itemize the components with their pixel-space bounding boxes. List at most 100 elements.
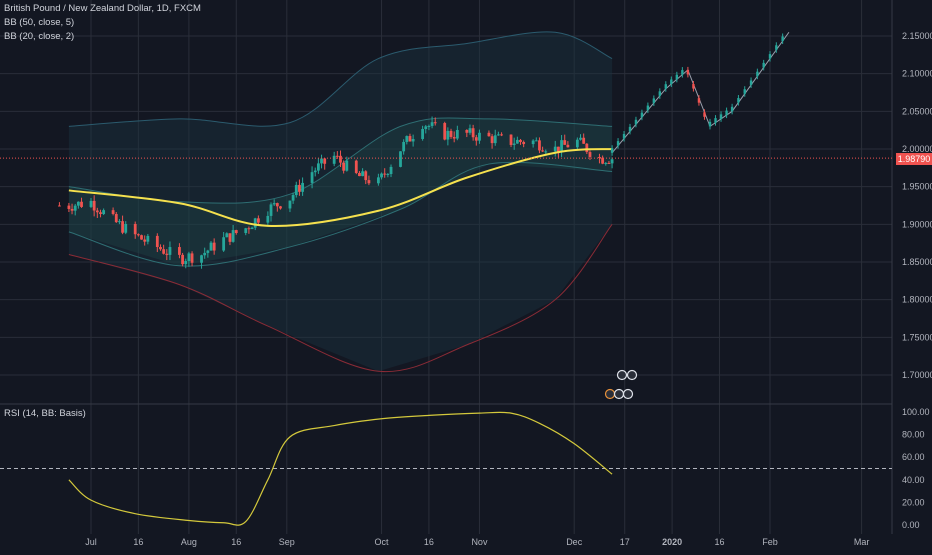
projected-candle-body [756,71,759,77]
candle-body [234,230,238,234]
x-axis-tick-label: Dec [566,537,583,547]
candle-body [405,136,409,142]
x-axis-tick-label: 16 [133,537,143,547]
y-axis-tick-label: 2.05000 [902,106,932,116]
bollinger-bands [68,31,613,373]
candle-body [487,132,491,137]
candlesticks [58,116,614,269]
event-marker-icon [604,388,616,400]
candle-body [541,150,545,152]
candle-body [389,166,393,174]
candle-body [588,152,592,157]
candle-body [133,223,137,235]
projected-candle-body [697,98,701,103]
projected-candle-body [616,141,620,146]
candle-body [538,140,541,151]
x-axis-tick-label: Oct [375,537,390,547]
candle-body [560,140,563,153]
candle-body [200,255,203,263]
candle-body [301,182,304,192]
candle-body [244,228,248,234]
event-marker-icon [616,369,628,381]
projected-candle-body [664,84,667,89]
candle-body [364,171,368,181]
projected-candle-body [762,62,765,68]
candle-body [557,146,560,153]
candle-body [165,253,169,255]
candle-body [531,140,535,145]
candle-body [474,137,478,141]
candle-body [465,129,469,133]
candle-body [222,237,226,251]
candle-body [279,206,282,209]
candle-body [478,132,481,141]
candle-body [604,162,608,164]
candle-body [316,163,320,171]
candle-body [118,221,121,223]
candle-body [332,155,336,164]
bb20-fill [68,117,613,266]
y-axis-tick-label: 1.75000 [902,332,932,342]
candle-body [114,213,118,223]
candle-body [399,151,402,167]
candle-body [455,129,459,139]
indicator-rsi-label[interactable]: RSI (14, BB: Basis) [4,408,86,419]
indicator-bb50-label[interactable]: BB (50, close, 5) [4,17,75,28]
candle-body [345,160,349,171]
projected-candle-body [749,80,753,85]
candle-body [430,122,434,126]
rsi-tick-label: 0.00 [902,520,920,530]
candle-body [313,170,317,173]
projected-candle-body [646,105,650,111]
event-marker-icon [613,388,625,400]
candle-body [585,143,589,153]
candle-body [162,249,166,254]
candle-body [155,235,159,247]
projected-candle-body [737,98,740,103]
projected-candle-body [610,148,614,153]
projected-candle-body [628,126,632,132]
projected-candle-body [640,112,644,118]
candle-body [298,184,301,192]
projected-candle-body [725,110,728,116]
candle-body [136,234,140,236]
candle-body [522,141,526,145]
candle-body [601,157,605,164]
candle-body [610,159,614,164]
candle-body [140,235,143,240]
rsi-tick-label: 40.00 [902,475,925,485]
symbol-title[interactable]: British Pound / New Zealand Dollar, 1D, … [4,3,201,14]
rsi-tick-label: 60.00 [902,452,925,462]
candle-body [468,128,472,133]
candle-body [383,173,387,175]
candle-body [515,139,519,144]
candle-body [102,210,106,215]
y-axis-tick-label: 1.80000 [902,295,932,305]
x-axis-tick-label: 17 [620,537,630,547]
rsi-tick-label: 20.00 [902,497,925,507]
candle-body [231,230,235,242]
candle-body [89,200,93,207]
candle-body [446,130,450,140]
candle-body [354,160,358,173]
candle-body [212,242,216,251]
projected-candle-body [781,36,784,42]
event-marker-icon [622,388,634,400]
candle-body [124,223,128,233]
candle-body [146,235,150,242]
candle-body [266,215,270,223]
candle-body [111,210,115,214]
y-axis-tick-label: 1.95000 [902,182,932,192]
y-axis-tick-label: 2.10000 [902,69,932,79]
y-axis-tick-label: 1.90000 [902,219,932,229]
candle-body [449,130,453,137]
rsi-tick-label: 100.00 [902,407,930,417]
candle-body [272,203,276,205]
bb50-upper-line [68,31,613,127]
candle-body [253,218,257,228]
candle-body [500,134,503,136]
indicator-bb20-label[interactable]: BB (20, close, 2) [4,31,75,42]
x-axis-tick-label: Nov [471,537,488,547]
